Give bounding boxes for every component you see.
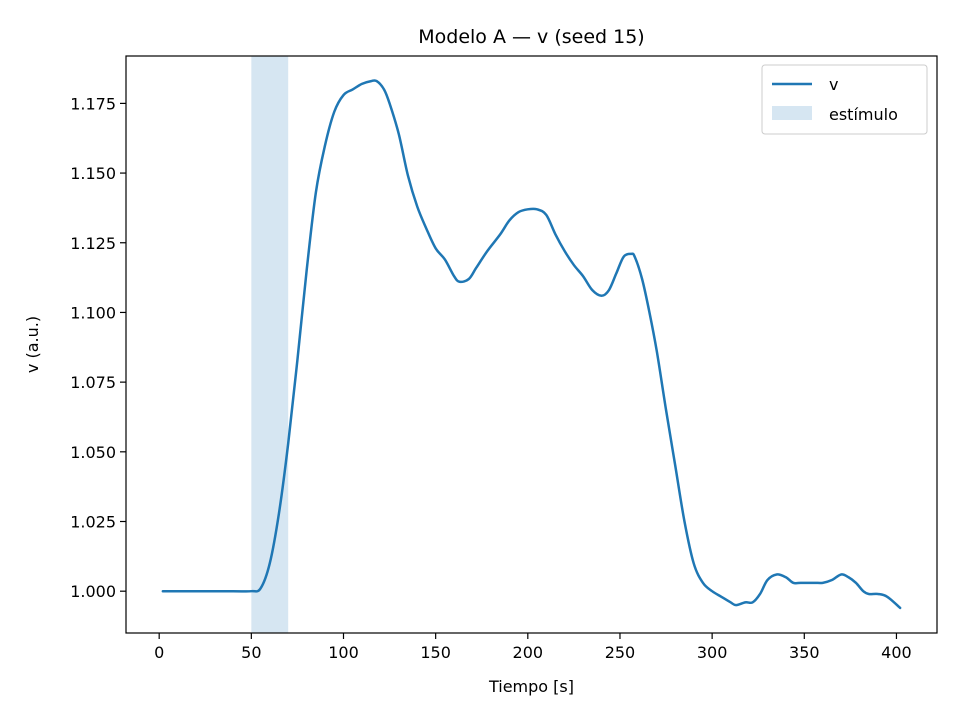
y-tick-label: 1.175: [70, 94, 116, 113]
y-axis-title: v (a.u.): [23, 316, 42, 373]
chart-title: Modelo A — v (seed 15): [418, 26, 644, 48]
y-tick-label: 1.025: [70, 513, 116, 532]
legend-label-v: v: [829, 75, 838, 94]
y-ticks: 1.000 1.025 1.050 1.075 1.100 1.125 1.150 1.175: [70, 94, 126, 601]
x-tick-label: 400: [881, 643, 912, 662]
legend-span-swatch: [772, 106, 812, 120]
legend: v estímulo: [761, 64, 928, 135]
x-tick-label: 250: [605, 643, 636, 662]
x-tick-label: 150: [420, 643, 451, 662]
x-tick-label: 350: [789, 643, 820, 662]
plot-frame: [125, 55, 938, 634]
y-tick-label: 1.125: [70, 234, 116, 253]
line-layer: [161, 79, 902, 610]
x-tick-label: 300: [697, 643, 728, 662]
y-tick-label: 1.050: [70, 443, 116, 462]
series-line-v: [161, 79, 902, 610]
y-tick-label: 1.150: [70, 164, 116, 183]
x-tick-label: 100: [328, 643, 359, 662]
x-axis-title: Tiempo [s]: [488, 677, 574, 696]
x-tick-label: 200: [513, 643, 544, 662]
y-tick-label: 1.075: [70, 373, 116, 392]
x-tick-label: 0: [154, 643, 164, 662]
span-layer: [251, 56, 289, 633]
x-ticks: 0 50 100 150 200 250 300 350 400: [154, 633, 912, 662]
y-tick-label: 1.100: [70, 303, 116, 322]
stimulus-span: [251, 56, 289, 633]
x-tick-label: 50: [241, 643, 261, 662]
legend-label-estimulo: estímulo: [829, 105, 898, 124]
y-tick-label: 1.000: [70, 582, 116, 601]
